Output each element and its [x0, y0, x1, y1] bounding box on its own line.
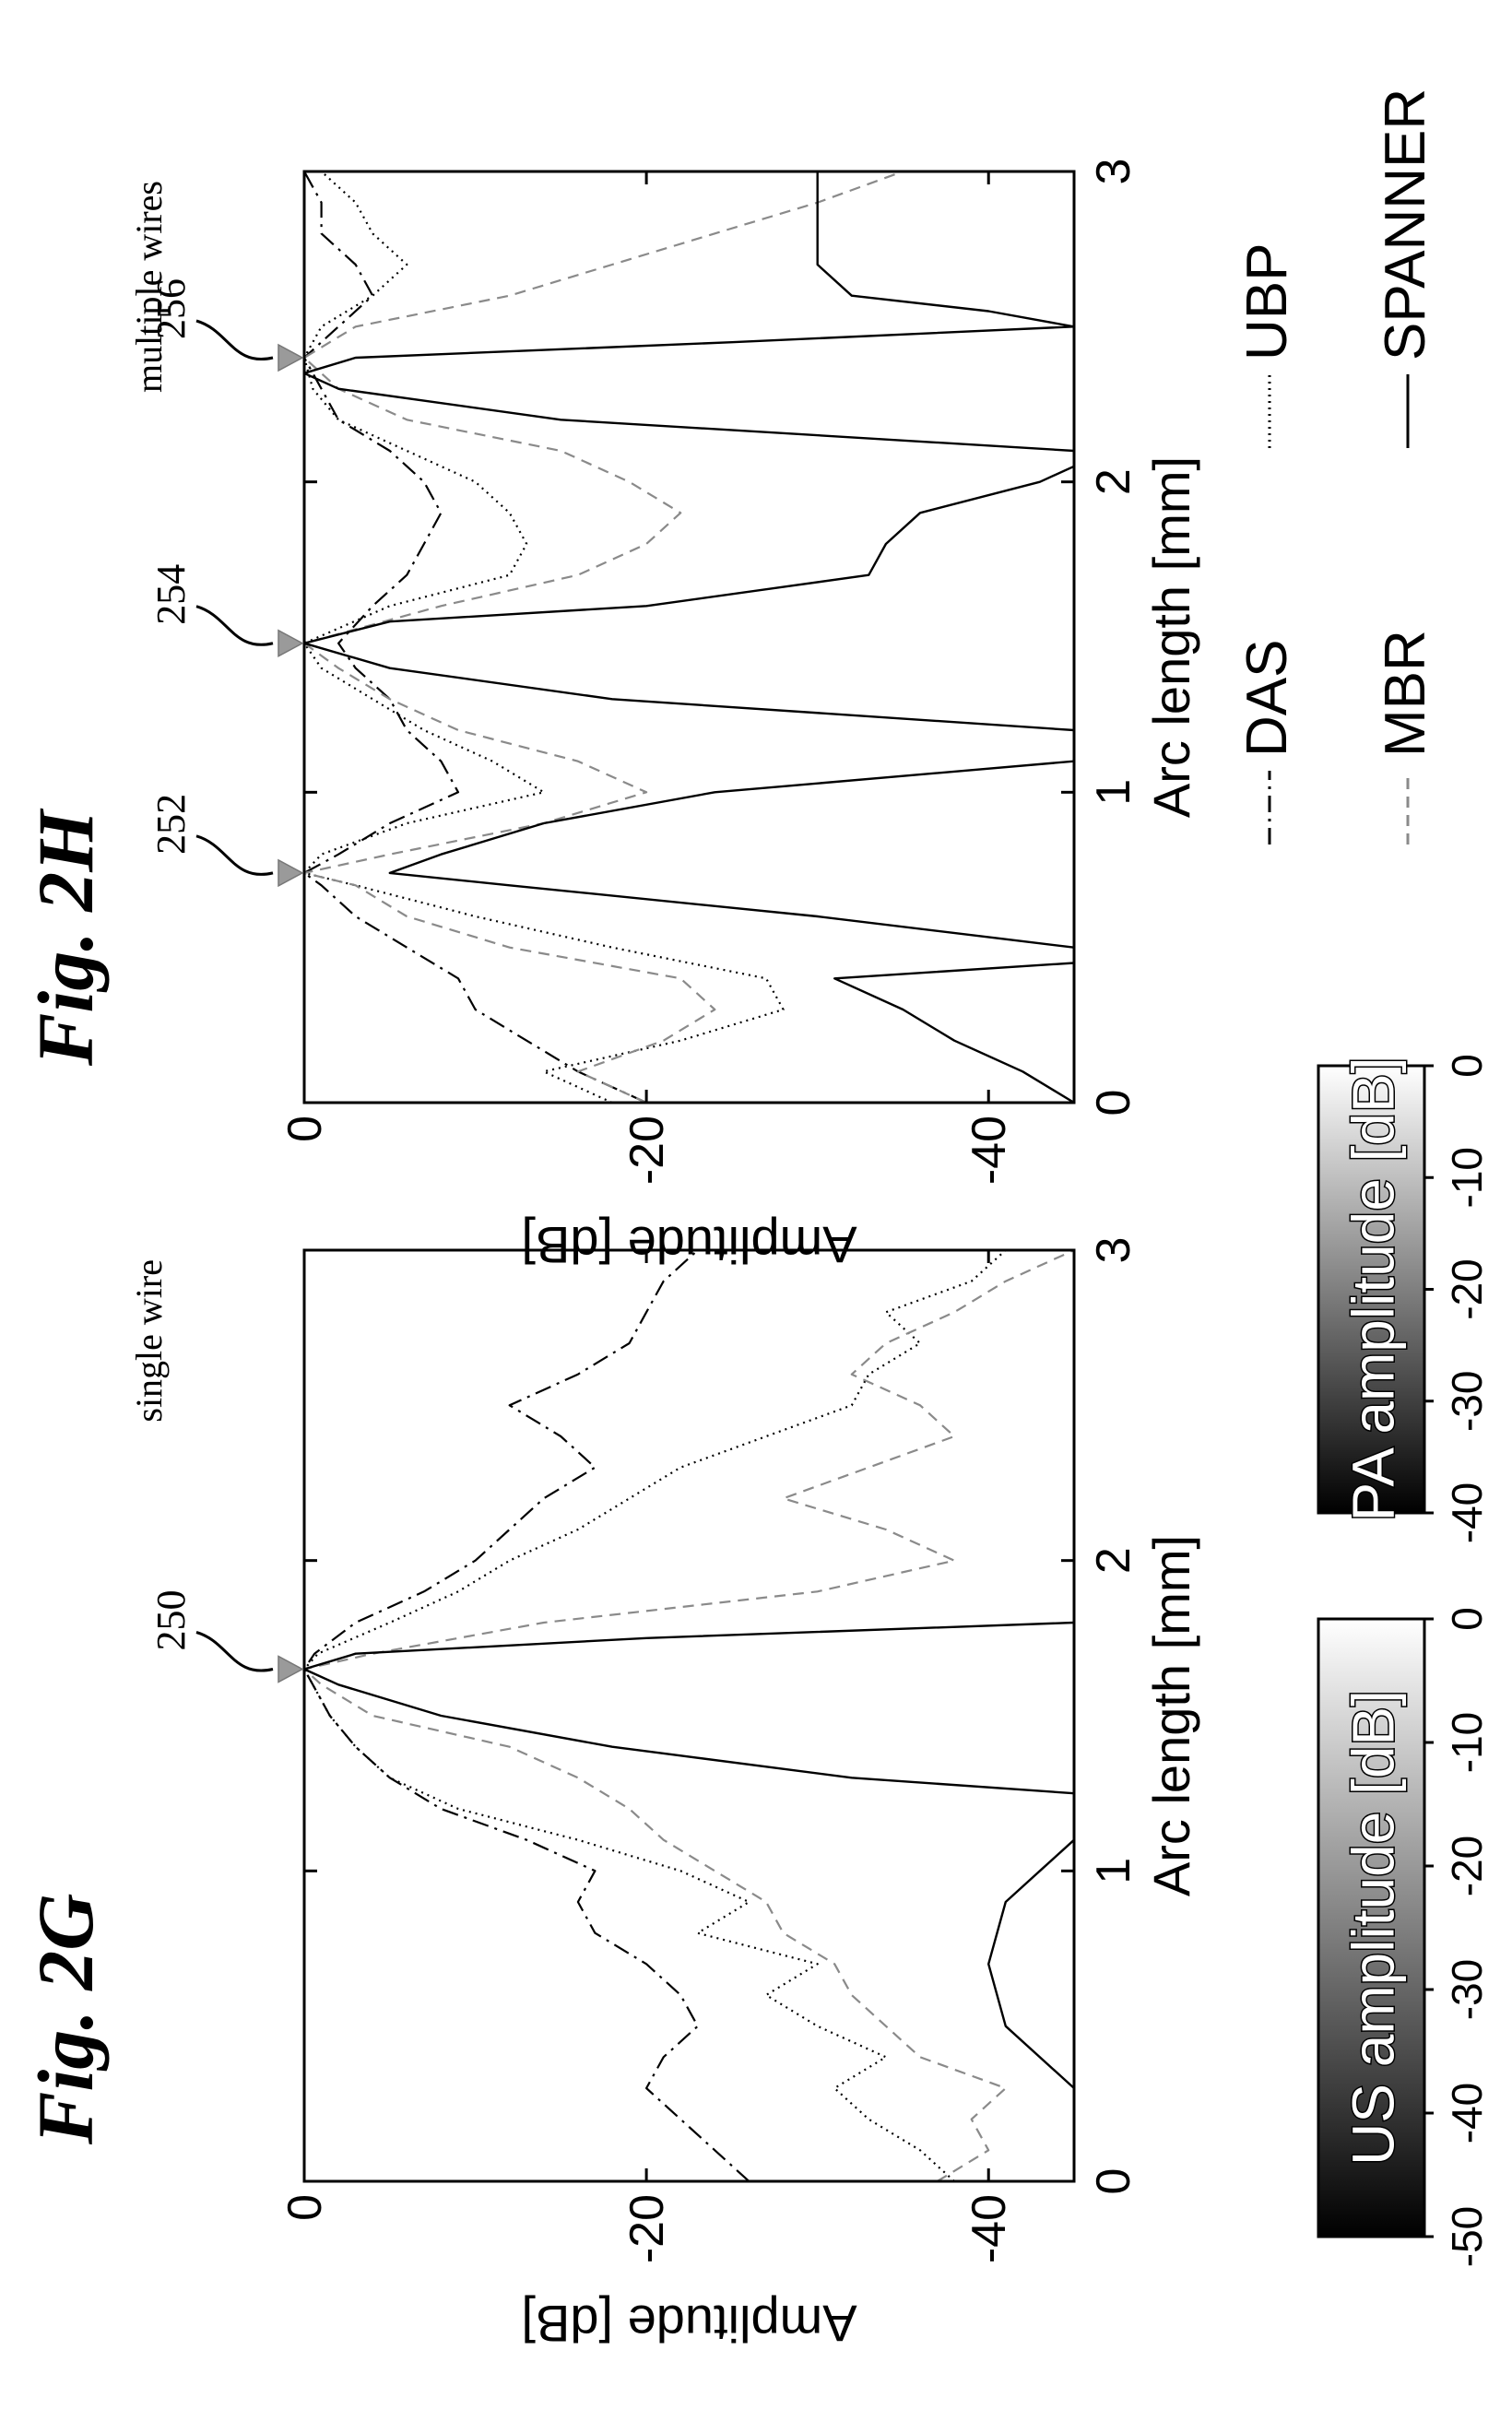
- legend-label-das: DAS: [1235, 640, 1299, 757]
- legend-label-ubp: UBP: [1235, 243, 1299, 360]
- y-tick-label: 0: [278, 1116, 332, 1142]
- reference-number: 252: [148, 794, 194, 855]
- reference-number: 250: [148, 1590, 194, 1651]
- leader-line: [195, 319, 274, 361]
- colorbar-box: [1317, 1617, 1426, 2238]
- series-line-mbr: [304, 171, 904, 1103]
- y-tick-label: -20: [620, 1116, 674, 1185]
- colorbar-tick-label: -50: [1443, 2206, 1491, 2267]
- legend: DAS UBP MBR SPANNER: [1235, 89, 1437, 844]
- panel-subtitle: single wire: [128, 1259, 170, 1423]
- y-tick-label: 0: [278, 2194, 332, 2221]
- reference-number: 254: [148, 564, 194, 625]
- x-tick-label: 0: [1087, 2168, 1140, 2195]
- legend-label-mbr: MBR: [1374, 630, 1437, 757]
- series-line-mbr: [304, 1250, 1074, 2181]
- y-tick-label: -40: [963, 2194, 1016, 2263]
- colorbar-tick-label: -10: [1443, 1712, 1491, 1773]
- plot-frame: [302, 170, 1076, 1104]
- colorbar-us: US amplitude [dB] -50 -40 -30 -20 -10 0: [1317, 1607, 1491, 2267]
- x-axis-label: Arc length [mm]: [1142, 1535, 1200, 1896]
- leader-line: [195, 834, 274, 876]
- series-group: [304, 1250, 1074, 2181]
- panel-subtitle: multiple wires: [128, 181, 170, 393]
- x-tick-label: 2: [1087, 1547, 1140, 1574]
- x-tick-label: 1: [1087, 779, 1140, 806]
- series-line-ubp: [304, 1250, 1007, 2181]
- colorbar-pa: PA amplitude [dB] -40 -30 -20 -10 0: [1317, 1054, 1491, 1543]
- chart-panel-2h: 0 1 2 3 0 -20 -40 Arc length [mm] Amplitude [dB]…: [21, 159, 1200, 1274]
- series-line-ubp: [304, 171, 785, 1103]
- colorbar-tick-label: -10: [1443, 1147, 1491, 1208]
- colorbar-tick-label: 0: [1443, 1607, 1491, 1631]
- colorbar-tick-label: -30: [1443, 1959, 1491, 2020]
- x-axis-label: Arc length [mm]: [1142, 456, 1200, 818]
- peak-marker-icon: [278, 1655, 304, 1683]
- plot-frame: [302, 1248, 1076, 2183]
- legend-label-spanner: SPANNER: [1374, 89, 1437, 360]
- series-line-spanner: [304, 171, 1074, 1103]
- colorbar-tick-label: -20: [1443, 1836, 1491, 1896]
- series-group: [304, 171, 1074, 1103]
- figure-title: Fig. 2H: [21, 808, 110, 1067]
- colorbar-tick-label: -40: [1443, 2083, 1491, 2143]
- x-tick-label: 1: [1087, 1858, 1140, 1884]
- y-axis-label: Amplitude [dB]: [521, 2295, 856, 2353]
- colorbar-tick-label: -40: [1443, 1482, 1491, 1543]
- reference-number: 256: [148, 278, 194, 339]
- series-line-das: [304, 1250, 750, 2181]
- colorbar-label: PA amplitude [dB]: [1341, 1057, 1407, 1522]
- x-tick-label: 2: [1087, 468, 1140, 495]
- y-tick-label: -40: [963, 1116, 1016, 1185]
- peak-marker-icon: [278, 343, 304, 372]
- colorbar-tick-label: 0: [1443, 1054, 1491, 1078]
- series-line-spanner: [304, 1621, 1074, 2089]
- chart-panel-2g: 0 1 2 3 0 -20 -40 Arc length [mm] Amplitude [dB]…: [21, 1237, 1200, 2353]
- rotated-page: 0 1 2 3 0 -20 -40 Arc length [mm] Amplitude [dB]…: [21, 89, 1491, 2353]
- leader-line: [195, 605, 274, 646]
- peak-marker-icon: [278, 629, 304, 657]
- series-line-das: [304, 171, 647, 1103]
- x-tick-label: 3: [1087, 159, 1140, 185]
- leader-line: [195, 1631, 274, 1672]
- figure-title: Fig. 2G: [21, 1894, 110, 2145]
- y-axis-label: Amplitude [dB]: [521, 1216, 856, 1274]
- x-tick-label: 3: [1087, 1237, 1140, 1264]
- peak-marker-icon: [278, 858, 304, 888]
- y-tick-label: -20: [620, 2194, 674, 2263]
- colorbar-tick-label: -30: [1443, 1371, 1491, 1432]
- colorbar-tick-label: -20: [1443, 1258, 1491, 1319]
- colorbar-label: US amplitude [dB]: [1341, 1690, 1407, 2166]
- x-tick-label: 0: [1087, 1090, 1140, 1116]
